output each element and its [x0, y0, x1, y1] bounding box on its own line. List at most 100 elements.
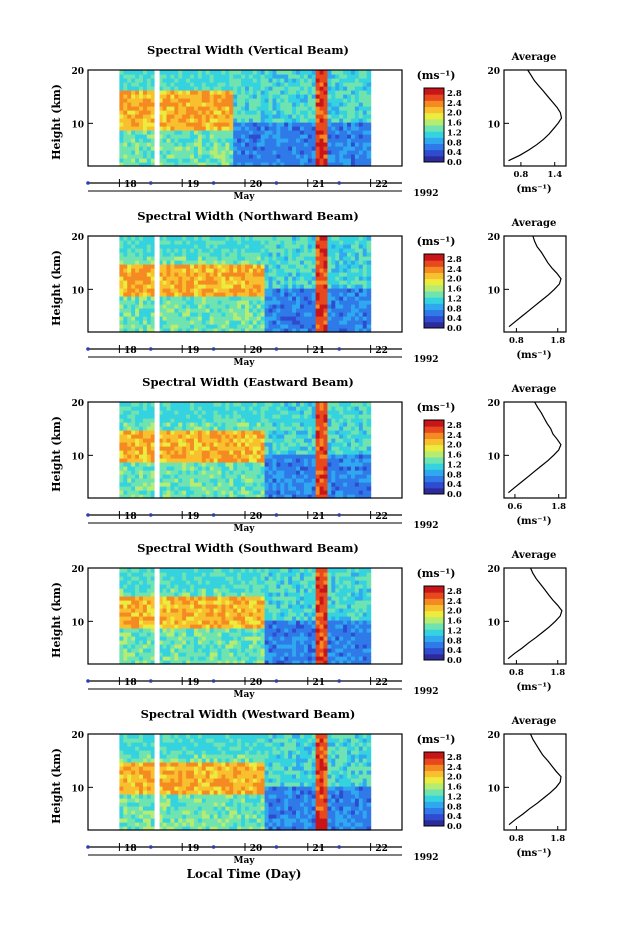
heatmap-cell [139, 82, 144, 87]
heatmap-cell [190, 296, 195, 301]
heatmap-cell [307, 256, 313, 261]
heatmap-cell [182, 308, 187, 313]
heatmap-cell [119, 118, 124, 123]
heatmap-cell [225, 162, 230, 167]
heatmap-cell [288, 450, 293, 455]
heatmap-cell [241, 126, 246, 131]
heatmap-cell [197, 94, 203, 99]
heatmap-cell [245, 300, 250, 305]
heatmap-cell [268, 418, 274, 423]
heatmap-cell [139, 78, 144, 83]
heatmap-cell [193, 90, 199, 95]
heatmap-cell [174, 414, 179, 419]
heatmap-cell [193, 478, 199, 483]
heatmap-cell [362, 114, 368, 119]
heatmap-cell [123, 572, 128, 577]
heatmap-cell [296, 450, 301, 455]
heatmap-cell [288, 256, 293, 261]
heatmap-cell [354, 284, 360, 289]
heatmap-cell [268, 70, 274, 75]
heatmap-cell [197, 240, 203, 245]
heatmap-cell [186, 284, 191, 289]
heatmap-cell [248, 162, 254, 167]
month-label: May [233, 524, 255, 534]
heatmap-cell [193, 106, 199, 111]
heatmap-cell [186, 288, 191, 293]
heatmap-cell [327, 118, 332, 123]
heatmap-cell [217, 316, 223, 321]
heatmap-cell [123, 446, 128, 451]
heatmap-cell [264, 70, 270, 75]
heatmap-cell [260, 114, 266, 119]
heatmap-cell [331, 240, 336, 245]
heatmap-cell [221, 450, 226, 455]
heatmap-cell [186, 110, 191, 115]
heatmap-cell [303, 446, 309, 451]
heatmap-cell [150, 288, 156, 293]
heatmap-cell [186, 94, 191, 99]
heatmap-cell [319, 244, 325, 249]
heatmap-cell [131, 236, 136, 241]
heatmap-cell [221, 478, 226, 483]
year-label: 1992 [413, 521, 438, 531]
heatmap-cell [178, 146, 183, 151]
heatmap-cell [311, 158, 317, 163]
heatmap-cell [201, 410, 207, 415]
heatmap-cell [358, 126, 364, 131]
heatmap-cell [366, 324, 372, 329]
heatmap-cell [256, 450, 262, 455]
heatmap-cell [233, 402, 238, 407]
heatmap-cell [366, 126, 372, 131]
heatmap-cell [174, 442, 179, 447]
heatmap-cell [339, 90, 344, 95]
heatmap-cell [256, 236, 262, 241]
heatmap-cell [276, 158, 281, 163]
heatmap-cell [193, 466, 199, 471]
heatmap-cell [182, 410, 187, 415]
heatmap-cell [241, 236, 246, 241]
heatmap-cell [350, 74, 356, 79]
heatmap-cell [323, 130, 329, 135]
heatmap-cell [268, 272, 274, 277]
heatmap-cell [174, 130, 179, 135]
heatmap-cell [311, 442, 317, 447]
heatmap-cell [229, 458, 234, 463]
heatmap-cell [174, 418, 179, 423]
heatmap-cell [252, 106, 258, 111]
heatmap-cell [229, 478, 234, 483]
heatmap-cell [166, 154, 172, 159]
heatmap-cell [139, 430, 144, 435]
heatmap-cell [225, 130, 230, 135]
heatmap-cell [150, 446, 156, 451]
heatmap-cell [123, 410, 128, 415]
heatmap-cell [241, 268, 246, 273]
heatmap-cell [237, 466, 242, 471]
heatmap-cell [299, 450, 305, 455]
heatmap-cell [292, 158, 297, 163]
heatmap-cell [209, 426, 215, 431]
heatmap-cell [292, 402, 297, 407]
heatmap-cell [362, 78, 368, 83]
heatmap-cell [299, 414, 305, 419]
heatmap-cell [358, 110, 364, 115]
heatmap-cell [119, 636, 124, 641]
heatmap-cell [127, 478, 132, 483]
heatmap-cell [170, 426, 175, 431]
heatmap-cell [146, 308, 152, 313]
heatmap-cell [217, 470, 223, 475]
heatmap-cell [142, 240, 148, 245]
heatmap-cell [205, 94, 211, 99]
heatmap-cell [229, 470, 234, 475]
heatmap-cell [213, 482, 219, 487]
heatmap-cell [343, 138, 348, 143]
heatmap-cell [123, 312, 128, 317]
heatmap-cell [158, 300, 164, 305]
heatmap-cell [350, 240, 356, 245]
average-title: Average [511, 384, 557, 395]
average-profile-line [508, 401, 562, 494]
colorbar-tick-label: 1.6 [447, 119, 462, 129]
heatmap-cell [264, 442, 270, 447]
heatmap-cell [190, 134, 195, 139]
heatmap-cell [248, 300, 254, 305]
heatmap-cell [201, 454, 207, 459]
